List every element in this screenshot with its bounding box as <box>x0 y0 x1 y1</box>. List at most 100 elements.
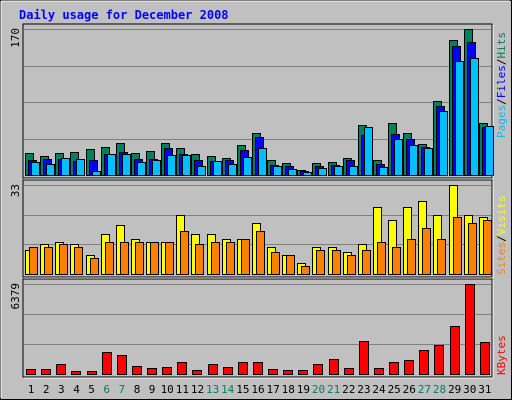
x-label-day-7: 7 <box>118 383 125 396</box>
x-label-day-11: 11 <box>176 383 189 396</box>
bar-kbytes-day-21 <box>329 359 339 375</box>
bar-sites-day-25 <box>392 247 401 275</box>
bar-kbytes-day-26 <box>404 360 414 375</box>
x-label-day-3: 3 <box>58 383 65 396</box>
bar-pages-day-28 <box>439 111 448 176</box>
bar-pages-day-1 <box>31 162 40 176</box>
bar-sites-day-20 <box>316 250 325 275</box>
x-label-day-15: 15 <box>236 383 249 396</box>
bar-sites-day-18 <box>286 255 295 275</box>
bar-kbytes-day-19 <box>298 370 308 375</box>
y-max-label: 170 <box>9 28 22 48</box>
chart-panels: 170 Pages/Files/Hits 33 Sites/Visits 6379 KBy… <box>9 23 508 379</box>
bar-sites-day-19 <box>301 266 310 275</box>
x-label-day-28: 28 <box>433 383 446 396</box>
bar-sites-day-12 <box>195 244 204 275</box>
bar-sites-day-26 <box>407 239 416 275</box>
bar-sites-day-11 <box>180 231 189 275</box>
x-label-day-1: 1 <box>28 383 35 396</box>
bars <box>26 284 490 375</box>
x-label-day-21: 21 <box>327 383 340 396</box>
bar-pages-day-9 <box>152 160 161 176</box>
bar-pages-day-6 <box>107 154 116 176</box>
bar-kbytes-day-14 <box>223 367 233 375</box>
legend-visits-sites: Sites/Visits <box>495 196 508 276</box>
bar-sites-day-24 <box>377 242 386 275</box>
bar-kbytes-day-29 <box>450 326 460 375</box>
bar-kbytes-day-4 <box>71 371 81 375</box>
chart-title: Daily usage for December 2008 <box>19 8 229 22</box>
bar-pages-day-10 <box>167 155 176 176</box>
bar-kbytes-day-7 <box>117 355 127 375</box>
bar-kbytes-day-23 <box>359 341 369 375</box>
bar-kbytes-day-3 <box>56 364 66 375</box>
bar-kbytes-day-13 <box>208 364 218 375</box>
bar-sites-day-2 <box>44 247 53 275</box>
x-label-day-31: 31 <box>478 383 491 396</box>
x-label-day-25: 25 <box>388 383 401 396</box>
bar-sites-day-7 <box>120 242 129 275</box>
x-axis-labels: 1 2 3 4 5 6 7 8 9 10 11 12 13 14 15 16 17 18 19 20 21 22 23 24 2… <box>28 383 492 396</box>
bar-kbytes-day-9 <box>147 368 157 375</box>
bar-kbytes-day-6 <box>102 352 112 375</box>
panel-hits-files-pages: 170 Pages/Files/Hits <box>9 23 508 180</box>
y-max-label: 33 <box>9 184 22 197</box>
x-label-day-20: 20 <box>312 383 325 396</box>
x-label-day-4: 4 <box>73 383 80 396</box>
bar-pages-day-30 <box>470 58 479 176</box>
legend-item-sites: Sites <box>495 242 508 275</box>
x-label-day-22: 22 <box>342 383 355 396</box>
bar-pages-day-21 <box>334 166 343 176</box>
bar-kbytes-day-30 <box>465 284 475 375</box>
x-label-day-16: 16 <box>251 383 264 396</box>
legend-separator: / <box>495 59 508 66</box>
bar-pages-day-3 <box>61 158 70 176</box>
bar-pages-day-18 <box>288 169 297 176</box>
bar-pages-day-11 <box>182 155 191 176</box>
bar-kbytes-day-27 <box>419 350 429 375</box>
legend-kbytes: KBytes <box>495 335 508 375</box>
bar-sites-day-27 <box>422 228 431 275</box>
x-label-day-23: 23 <box>357 383 370 396</box>
x-label-day-17: 17 <box>266 383 279 396</box>
bar-kbytes-day-2 <box>41 369 51 375</box>
bar-kbytes-day-5 <box>87 371 97 375</box>
x-label-day-18: 18 <box>282 383 295 396</box>
bar-pages-day-17 <box>273 166 282 176</box>
bar-sites-day-22 <box>347 255 356 275</box>
bar-pages-day-12 <box>197 166 206 176</box>
bar-pages-day-8 <box>137 162 146 176</box>
bar-sites-day-14 <box>226 242 235 275</box>
x-label-day-19: 19 <box>297 383 310 396</box>
bar-pages-day-14 <box>228 164 237 176</box>
bar-sites-day-21 <box>332 250 341 275</box>
x-label-day-30: 30 <box>463 383 476 396</box>
bar-pages-day-31 <box>485 126 494 176</box>
bar-kbytes-day-16 <box>253 362 263 375</box>
legend-hits-files-pages: Pages/Files/Hits <box>495 32 508 138</box>
x-label-day-24: 24 <box>372 383 386 396</box>
bar-pages-day-22 <box>349 166 358 176</box>
bar-sites-day-1 <box>29 247 38 275</box>
bar-kbytes-day-20 <box>313 364 323 375</box>
bar-pages-day-25 <box>394 139 403 176</box>
panel-visits-sites: 33 Sites/Visits <box>9 179 508 279</box>
bar-pages-day-2 <box>46 164 55 176</box>
bar-pages-day-16 <box>258 148 267 176</box>
legend-item-kbytes: KBytes <box>495 335 508 375</box>
bar-kbytes-day-12 <box>192 370 202 375</box>
bar-sites-day-4 <box>74 247 83 275</box>
bars <box>25 185 492 275</box>
bar-sites-day-13 <box>211 242 220 275</box>
bar-pages-day-20 <box>318 168 327 176</box>
legend-separator: / <box>495 235 508 242</box>
bar-sites-day-23 <box>362 250 371 275</box>
bar-sites-day-28 <box>437 239 446 275</box>
bar-sites-day-31 <box>483 220 492 275</box>
x-label-day-12: 12 <box>191 383 204 396</box>
bar-sites-day-9 <box>150 242 159 275</box>
bar-pages-day-19 <box>303 172 312 176</box>
bar-pages-day-29 <box>455 61 464 176</box>
y-max-label: 6379 <box>9 283 22 310</box>
